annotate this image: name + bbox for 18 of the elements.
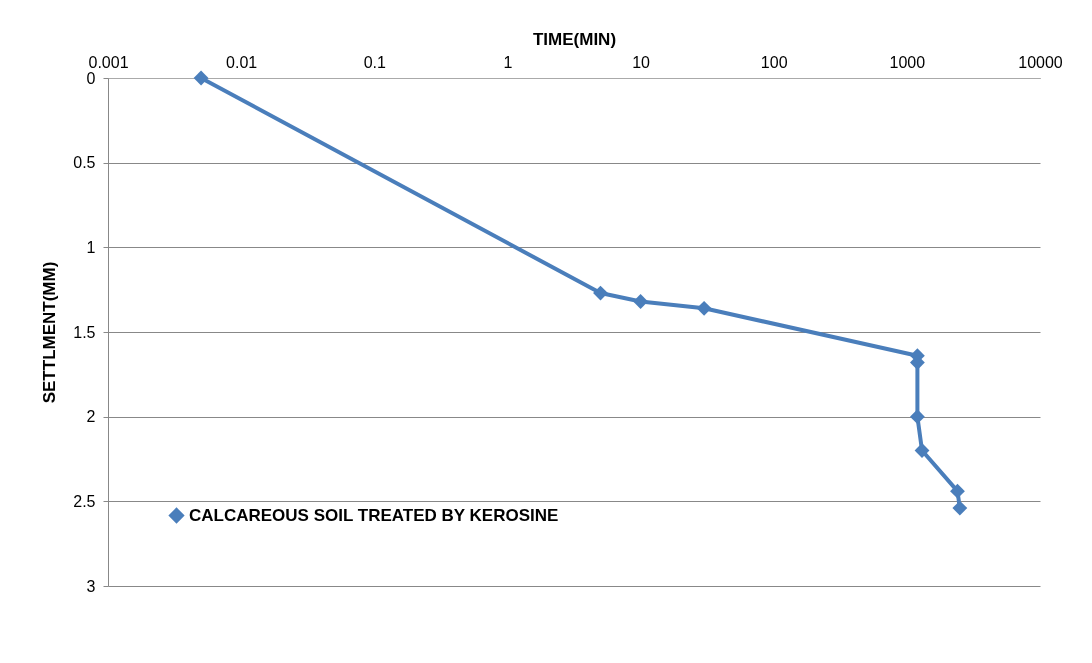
y-tick-label: 3 xyxy=(86,577,96,595)
y-tick-label: 2 xyxy=(86,408,96,426)
y-tick-label: 1 xyxy=(86,238,96,256)
y-tick-label: 2.5 xyxy=(73,492,96,510)
x-tick-label: 10 xyxy=(632,53,651,71)
x-tick-label: 100 xyxy=(760,53,788,71)
x-tick-label: 10000 xyxy=(1018,53,1063,71)
x-tick-label: 0.01 xyxy=(226,53,258,71)
x-tick-label: 1 xyxy=(503,53,513,71)
x-tick-label: 0.1 xyxy=(363,53,386,71)
x-tick-label: 1000 xyxy=(889,53,926,71)
x-axis-title: TIME(MIN) xyxy=(532,29,617,49)
y-tick-label: 0 xyxy=(86,69,96,87)
y-tick-label: 0.5 xyxy=(73,154,96,172)
x-tick-label: 0.001 xyxy=(88,53,129,71)
legend-label: CALCAREOUS SOIL TREATED BY KEROSINE xyxy=(189,505,559,525)
y-tick-label: 1.5 xyxy=(73,323,96,341)
y-axis-title: SETTLMENT(MM) xyxy=(40,261,60,404)
